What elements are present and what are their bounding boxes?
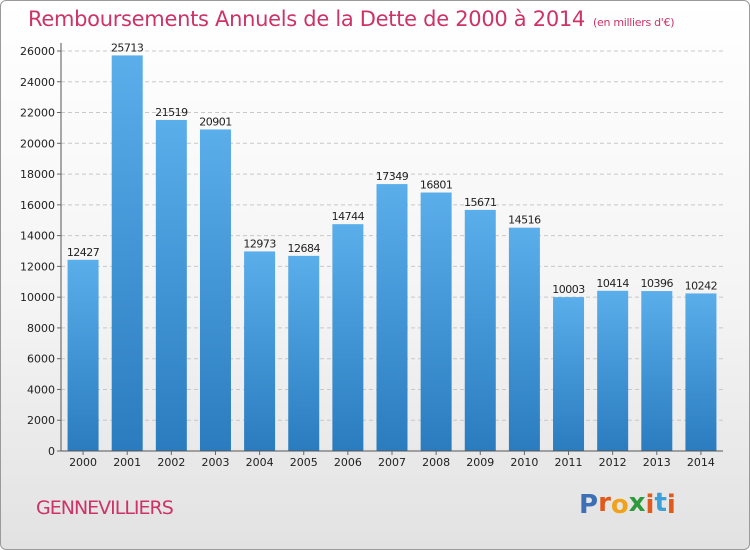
bar-2010 (508, 227, 540, 451)
logo-letter: x (628, 488, 646, 518)
y-tick-label: 2000 (27, 414, 55, 427)
logo-letter: i (645, 490, 655, 520)
x-tick-label: 2000 (69, 456, 97, 469)
bar-2008 (420, 192, 452, 451)
y-tick-label: 26000 (20, 45, 55, 58)
x-tick-label: 2006 (334, 456, 362, 469)
bar-2004 (244, 251, 276, 451)
logo-letter: o (610, 490, 629, 520)
bar-2011 (553, 297, 585, 451)
chart-title: Remboursements Annuels de la Dette de 20… (28, 7, 674, 31)
bars (67, 55, 717, 452)
data-label-2004: 12973 (243, 237, 276, 250)
y-axis-ticks: 0 2000 4000 6000 8000 10000 12000 14000 16000 180… (20, 45, 61, 458)
data-label-2007: 17349 (376, 170, 409, 183)
chart-title-text: Remboursements Annuels de la Dette de 20… (28, 7, 585, 31)
proxiti-logo[interactable]: Proxiti (579, 488, 676, 520)
x-tick-label: 2009 (466, 456, 494, 469)
y-tick-label: 20000 (20, 137, 55, 150)
bar-2007 (376, 184, 408, 452)
data-label-2001: 25713 (111, 41, 144, 54)
y-tick-label: 24000 (20, 76, 55, 89)
bar-2009 (464, 209, 496, 451)
data-label-2008: 16801 (420, 179, 453, 192)
x-tick-label: 2008 (422, 456, 450, 469)
x-tick-label: 2002 (157, 456, 185, 469)
data-label-2013: 10396 (641, 277, 674, 290)
y-tick-label: 18000 (20, 168, 55, 181)
bar-2001 (111, 55, 143, 452)
x-tick-label: 2010 (510, 456, 538, 469)
data-label-2006: 14744 (332, 210, 365, 223)
chart-unit: (en milliers d'€) (593, 16, 675, 29)
data-label-2000: 12427 (67, 246, 100, 259)
x-tick-label: 2014 (687, 456, 715, 469)
data-label-2011: 10003 (552, 283, 585, 296)
y-tick-label: 6000 (27, 353, 55, 366)
bar-2003 (199, 129, 231, 451)
y-tick-label: 22000 (20, 107, 55, 120)
data-label-2009: 15671 (464, 196, 497, 209)
x-tick-label: 2011 (555, 456, 583, 469)
x-tick-label: 2001 (113, 456, 141, 469)
y-tick-label: 16000 (20, 199, 55, 212)
bar-2005 (288, 255, 320, 451)
data-label-2003: 20901 (199, 115, 232, 128)
bar-2002 (155, 119, 187, 451)
x-tick-label: 2003 (201, 456, 229, 469)
x-axis-ticks: 2000 2001 2002 2003 2004 2005 2006 2007 2008 2009… (69, 451, 715, 469)
data-labels: 12427 25713 21519 20901 12973 12684 14744 17349… (67, 41, 718, 296)
bar-2000 (67, 259, 99, 451)
x-tick-label: 2013 (643, 456, 671, 469)
data-label-2005: 12684 (287, 242, 320, 255)
data-label-2012: 10414 (596, 277, 629, 290)
logo-letter: r (598, 488, 611, 518)
x-tick-label: 2012 (599, 456, 627, 469)
y-tick-label: 8000 (27, 322, 55, 335)
logo-letter: i (666, 490, 676, 520)
logo-letter: P (579, 490, 599, 520)
logo-letter: t (654, 488, 667, 518)
bar-2012 (597, 290, 629, 451)
city-name: GENNEVILLIERS (36, 497, 174, 519)
y-tick-label: 0 (48, 445, 55, 458)
x-tick-label: 2005 (290, 456, 318, 469)
data-label-2014: 10242 (685, 279, 718, 292)
data-label-2002: 21519 (155, 106, 188, 119)
x-tick-label: 2004 (246, 456, 274, 469)
bar-2014 (685, 293, 717, 451)
x-tick-label: 2007 (378, 456, 406, 469)
data-label-2010: 14516 (508, 214, 541, 227)
y-tick-label: 4000 (27, 383, 55, 396)
bar-2013 (641, 291, 673, 451)
y-tick-label: 10000 (20, 291, 55, 304)
bar-2006 (332, 224, 364, 451)
y-tick-label: 12000 (20, 260, 55, 273)
y-tick-label: 14000 (20, 230, 55, 243)
